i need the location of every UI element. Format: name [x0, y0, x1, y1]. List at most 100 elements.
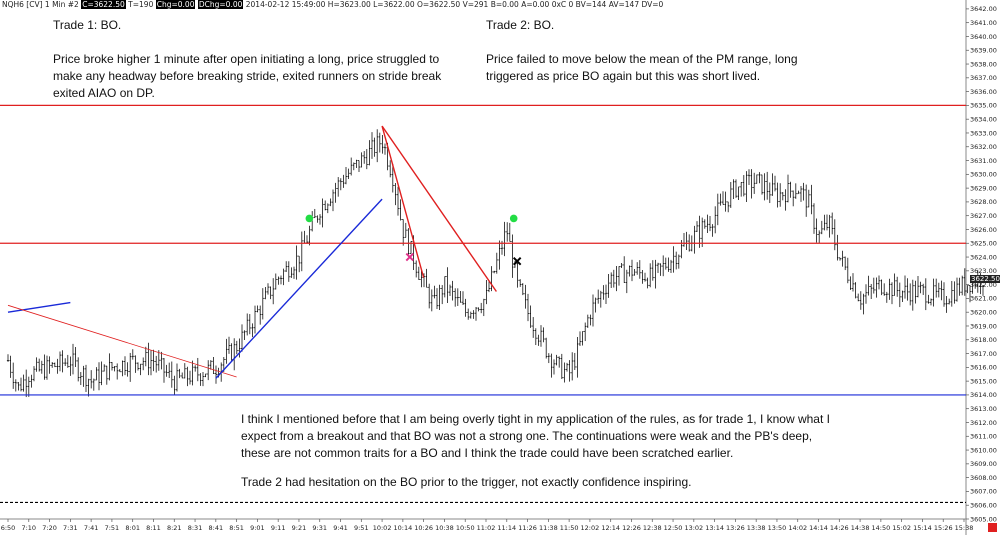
y-tick-label: 3606.00 [970, 502, 997, 510]
y-tick-label: 3609.00 [970, 460, 997, 468]
y-tick-label: 3633.00 [970, 129, 997, 137]
x-tick-label: 10:50 [456, 524, 475, 532]
x-tick-label: 11:38 [539, 524, 558, 532]
last-price-tag: 3622.50 [970, 275, 1000, 283]
y-tick-label: 3625.00 [970, 240, 997, 248]
y-tick-label: 3634.00 [970, 115, 997, 123]
y-tick-label: 3619.00 [970, 322, 997, 330]
y-tick-label: 3642.00 [970, 5, 997, 13]
x-tick-label: 12:02 [581, 524, 600, 532]
x-tick-label: 8:01 [125, 524, 140, 532]
x-tick-label: 14:26 [830, 524, 849, 532]
x-tick-label: 15:38 [955, 524, 974, 532]
header-close: C=3622.50 [81, 0, 126, 9]
y-tick-label: 3610.00 [970, 446, 997, 454]
x-tick-label: 10:26 [414, 524, 433, 532]
y-tick-label: 3622.00 [970, 281, 997, 289]
y-tick-label: 3626.00 [970, 226, 997, 234]
x-tick-label: 12:14 [601, 524, 620, 532]
x-tick-label: 14:02 [788, 524, 807, 532]
x-tick-label: 11:26 [518, 524, 537, 532]
x-tick-label: 13:26 [726, 524, 745, 532]
entry-dot-marker [305, 214, 314, 223]
x-tick-label: 7:20 [42, 524, 57, 532]
y-tick-label: 3635.00 [970, 102, 997, 110]
trade1-title: Trade 1: BO. [53, 18, 122, 32]
y-tick-label: 3616.00 [970, 364, 997, 372]
blue-trend-line [215, 198, 383, 379]
header-chg: Chg=0.00 [155, 0, 196, 9]
entry-dot-marker [509, 214, 518, 223]
trade2-body: Price failed to move below the mean of t… [486, 52, 798, 83]
x-tick-label: 9:51 [354, 524, 369, 532]
y-tick-label: 3629.00 [970, 184, 997, 192]
blue-trend-line [7, 301, 71, 313]
x-tick-label: 13:38 [747, 524, 766, 532]
x-tick-label: 15:02 [892, 524, 911, 532]
red-trend-line [381, 125, 425, 278]
x-tick-label: 14:50 [872, 524, 891, 532]
corner-square [988, 523, 997, 532]
trade1-body: Price broke higher 1 minute after open i… [53, 52, 442, 100]
x-tick-label: 15:14 [913, 524, 932, 532]
x-tick-label: 9:01 [250, 524, 265, 532]
y-tick-label: 3613.00 [970, 405, 997, 413]
y-tick-label: 3630.00 [970, 171, 997, 179]
level-lines [0, 104, 966, 504]
x-tick-label: 9:21 [292, 524, 307, 532]
y-tick-label: 3608.00 [970, 474, 997, 482]
price-bars [6, 129, 985, 398]
red-trend-line [381, 125, 497, 292]
header-symbol: NQH6 [CV] 1 Min #2 [2, 0, 79, 9]
x-tick-label: 10:02 [373, 524, 392, 532]
header-rest: 2014-02-12 15:49:00 H=3623.00 L=3622.00 … [245, 0, 664, 9]
y-tick-label: 3621.00 [970, 295, 997, 303]
exit-cross-marker [405, 252, 415, 262]
y-tick-label: 3605.00 [970, 515, 997, 523]
comment-1: I think I mentioned before that I am bei… [241, 412, 830, 460]
x-tick-label: 7:51 [105, 524, 120, 532]
y-tick-label: 3614.00 [970, 391, 997, 399]
exit-cross-marker [512, 256, 522, 266]
x-tick-label: 10:14 [394, 524, 413, 532]
x-tick-label: 13:02 [684, 524, 703, 532]
x-tick-label: 9:11 [271, 524, 286, 532]
x-tick-label: 7:41 [84, 524, 99, 532]
y-tick-label: 3612.00 [970, 419, 997, 427]
x-tick-label: 13:14 [705, 524, 724, 532]
y-tick-label: 3624.00 [970, 253, 997, 261]
chart-header: NQH6 [CV] 1 Min #2 C=3622.50 T=190 Chg=0… [2, 0, 663, 9]
x-tick-label: 12:26 [622, 524, 641, 532]
red-trend-line [7, 304, 237, 378]
header-dchg: DChg=0.00 [197, 0, 244, 9]
y-tick-label: 3607.00 [970, 488, 997, 496]
x-tick-label: 9:41 [333, 524, 348, 532]
y-tick-label: 3641.00 [970, 19, 997, 27]
header-ticks: T=190 [128, 0, 154, 9]
x-tick-label: 8:41 [209, 524, 224, 532]
y-tick-label: 3615.00 [970, 377, 997, 385]
comment-2: Trade 2 had hesitation on the BO prior t… [241, 475, 692, 489]
y-tick-label: 3631.00 [970, 157, 997, 165]
trade2-title: Trade 2: BO. [486, 18, 555, 32]
y-tick-label: 3636.00 [970, 88, 997, 96]
x-tick-label: 8:21 [167, 524, 182, 532]
y-tick-label: 3617.00 [970, 350, 997, 358]
x-tick-label: 10:38 [435, 524, 454, 532]
trade-markers [305, 214, 522, 266]
y-tick-label: 3618.00 [970, 336, 997, 344]
x-tick-label: 14:38 [851, 524, 870, 532]
y-tick-label: 3640.00 [970, 33, 997, 41]
y-tick-label: 3638.00 [970, 60, 997, 68]
y-tick-label: 3637.00 [970, 74, 997, 82]
y-tick-label: 3628.00 [970, 198, 997, 206]
x-tick-label: 8:11 [146, 524, 161, 532]
x-tick-label: 7:10 [21, 524, 36, 532]
x-tick-label: 11:50 [560, 524, 579, 532]
x-tick-label: 8:51 [229, 524, 244, 532]
x-tick-label: 15:26 [934, 524, 953, 532]
x-tick-label: 7:31 [63, 524, 78, 532]
x-tick-label: 6:50 [1, 524, 16, 532]
